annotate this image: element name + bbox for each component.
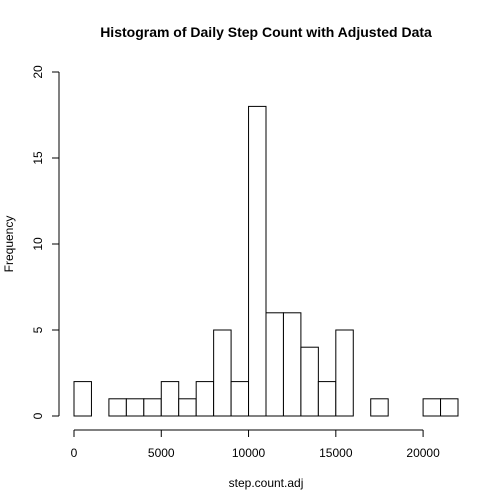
histogram-bar bbox=[422, 398, 442, 417]
histogram-bar bbox=[317, 381, 337, 417]
bars-group bbox=[73, 105, 459, 417]
histogram-bar bbox=[230, 381, 250, 417]
histogram-bar bbox=[160, 381, 180, 417]
histogram-bar bbox=[178, 398, 197, 417]
y-tick-label: 10 bbox=[31, 237, 45, 251]
x-tick-label: 20000 bbox=[406, 446, 440, 460]
x-axis-label: step.count.adj bbox=[229, 476, 304, 490]
y-tick-label: 15 bbox=[31, 151, 45, 165]
histogram-bar bbox=[248, 105, 267, 417]
chart-title: Histogram of Daily Step Count with Adjus… bbox=[100, 24, 432, 40]
histogram-bar bbox=[143, 398, 162, 417]
y-tick-label: 5 bbox=[31, 326, 45, 333]
y-axis: 0 5 10 15 20 bbox=[31, 65, 60, 419]
histogram-bar bbox=[213, 329, 232, 417]
histogram-bar bbox=[300, 346, 319, 417]
histogram-bar bbox=[195, 381, 215, 417]
histogram-bar bbox=[125, 398, 145, 417]
y-tick-label: 0 bbox=[31, 412, 45, 419]
histogram-bar bbox=[282, 312, 302, 417]
histogram-bar bbox=[108, 398, 127, 417]
histogram-bar bbox=[440, 398, 459, 417]
x-tick-label: 5000 bbox=[148, 446, 175, 460]
x-axis: 0 5000 10000 15000 20000 bbox=[71, 429, 440, 460]
x-tick-label: 10000 bbox=[232, 446, 266, 460]
histogram-bar bbox=[370, 398, 389, 417]
histogram-bar bbox=[335, 329, 354, 417]
histogram-bar bbox=[265, 312, 284, 417]
y-axis-label: Frequency bbox=[2, 216, 16, 273]
x-tick-label: 0 bbox=[71, 446, 78, 460]
x-tick-label: 15000 bbox=[319, 446, 353, 460]
histogram-bar bbox=[73, 381, 92, 417]
y-tick-label: 20 bbox=[31, 65, 45, 79]
